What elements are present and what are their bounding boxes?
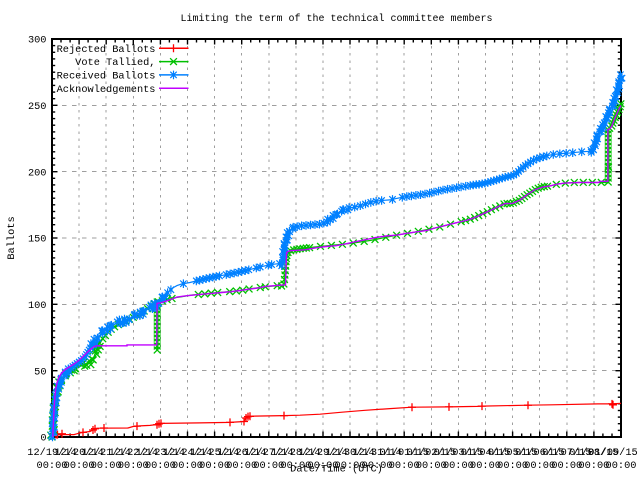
svg-text:Limiting the term of the techn: Limiting the term of the technical commi… bbox=[180, 13, 492, 25]
svg-text:00:00: 00:00 bbox=[416, 460, 447, 472]
svg-text:00:00: 00:00 bbox=[470, 460, 501, 472]
svg-text:Vote Tallied,: Vote Tallied, bbox=[75, 57, 155, 69]
svg-text:Received Ballots: Received Ballots bbox=[57, 71, 156, 83]
svg-text:Date/Time (UTC): Date/Time (UTC) bbox=[290, 464, 383, 476]
svg-text:01/06/15: 01/06/15 bbox=[515, 447, 564, 459]
svg-text:100: 100 bbox=[28, 300, 47, 312]
svg-text:00:00: 00:00 bbox=[199, 460, 230, 472]
svg-text:Rejected Ballots: Rejected Ballots bbox=[57, 44, 156, 56]
svg-text:01/03/15: 01/03/15 bbox=[434, 447, 483, 459]
svg-text:00:00: 00:00 bbox=[226, 460, 257, 472]
svg-text:50: 50 bbox=[34, 366, 46, 378]
svg-text:00:00: 00:00 bbox=[443, 460, 474, 472]
svg-text:12/20/14: 12/20/14 bbox=[54, 447, 103, 459]
svg-text:01/08/15: 01/08/15 bbox=[569, 447, 618, 459]
svg-text:00:00: 00:00 bbox=[64, 460, 95, 472]
svg-text:00:00: 00:00 bbox=[37, 460, 68, 472]
svg-text:150: 150 bbox=[28, 234, 47, 246]
svg-text:01/09/15: 01/09/15 bbox=[588, 447, 637, 459]
svg-text:00:00: 00:00 bbox=[118, 460, 149, 472]
svg-text:01/01/15: 01/01/15 bbox=[379, 447, 428, 459]
svg-text:12/23/14: 12/23/14 bbox=[136, 447, 185, 459]
svg-text:00:00: 00:00 bbox=[145, 460, 176, 472]
svg-text:00:00: 00:00 bbox=[362, 460, 393, 472]
svg-text:250: 250 bbox=[28, 101, 47, 113]
svg-text:01/02/15: 01/02/15 bbox=[407, 447, 456, 459]
svg-text:Acknowledgements: Acknowledgements bbox=[57, 84, 156, 96]
svg-text:00:00: 00:00 bbox=[253, 460, 284, 472]
svg-text:300: 300 bbox=[28, 35, 47, 47]
svg-text:12/29/14: 12/29/14 bbox=[298, 447, 347, 459]
svg-text:12/31/14: 12/31/14 bbox=[352, 447, 401, 459]
svg-text:12/24/14: 12/24/14 bbox=[163, 447, 212, 459]
svg-text:01/04/15: 01/04/15 bbox=[461, 447, 510, 459]
svg-text:12/19/14: 12/19/14 bbox=[27, 447, 76, 459]
svg-text:00:00: 00:00 bbox=[497, 460, 528, 472]
svg-text:00:00: 00:00 bbox=[335, 460, 366, 472]
svg-text:00:00: 00:00 bbox=[172, 460, 203, 472]
svg-text:01/07/15: 01/07/15 bbox=[542, 447, 591, 459]
svg-text:Ballots: Ballots bbox=[6, 216, 18, 259]
svg-text:00:00: 00:00 bbox=[578, 460, 609, 472]
svg-text:00:00: 00:00 bbox=[308, 460, 339, 472]
svg-text:00:00: 00:00 bbox=[91, 460, 122, 472]
svg-text:12/26/14: 12/26/14 bbox=[217, 447, 266, 459]
svg-text:12/22/14: 12/22/14 bbox=[109, 447, 158, 459]
svg-text:0: 0 bbox=[40, 433, 46, 445]
svg-text:01/05/15: 01/05/15 bbox=[488, 447, 537, 459]
svg-text:00:00: 00:00 bbox=[551, 460, 582, 472]
svg-text:12/28/14: 12/28/14 bbox=[271, 447, 320, 459]
svg-text:00:00: 00:00 bbox=[280, 460, 311, 472]
svg-text:200: 200 bbox=[28, 167, 47, 179]
svg-text:12/21/14: 12/21/14 bbox=[81, 447, 130, 459]
svg-text:12/27/14: 12/27/14 bbox=[244, 447, 293, 459]
svg-text:00:00: 00:00 bbox=[524, 460, 555, 472]
svg-text:12/30/14: 12/30/14 bbox=[325, 447, 374, 459]
svg-text:00:00: 00:00 bbox=[389, 460, 420, 472]
svg-text:12/25/14: 12/25/14 bbox=[190, 447, 239, 459]
svg-text:00:00: 00:00 bbox=[606, 460, 637, 472]
